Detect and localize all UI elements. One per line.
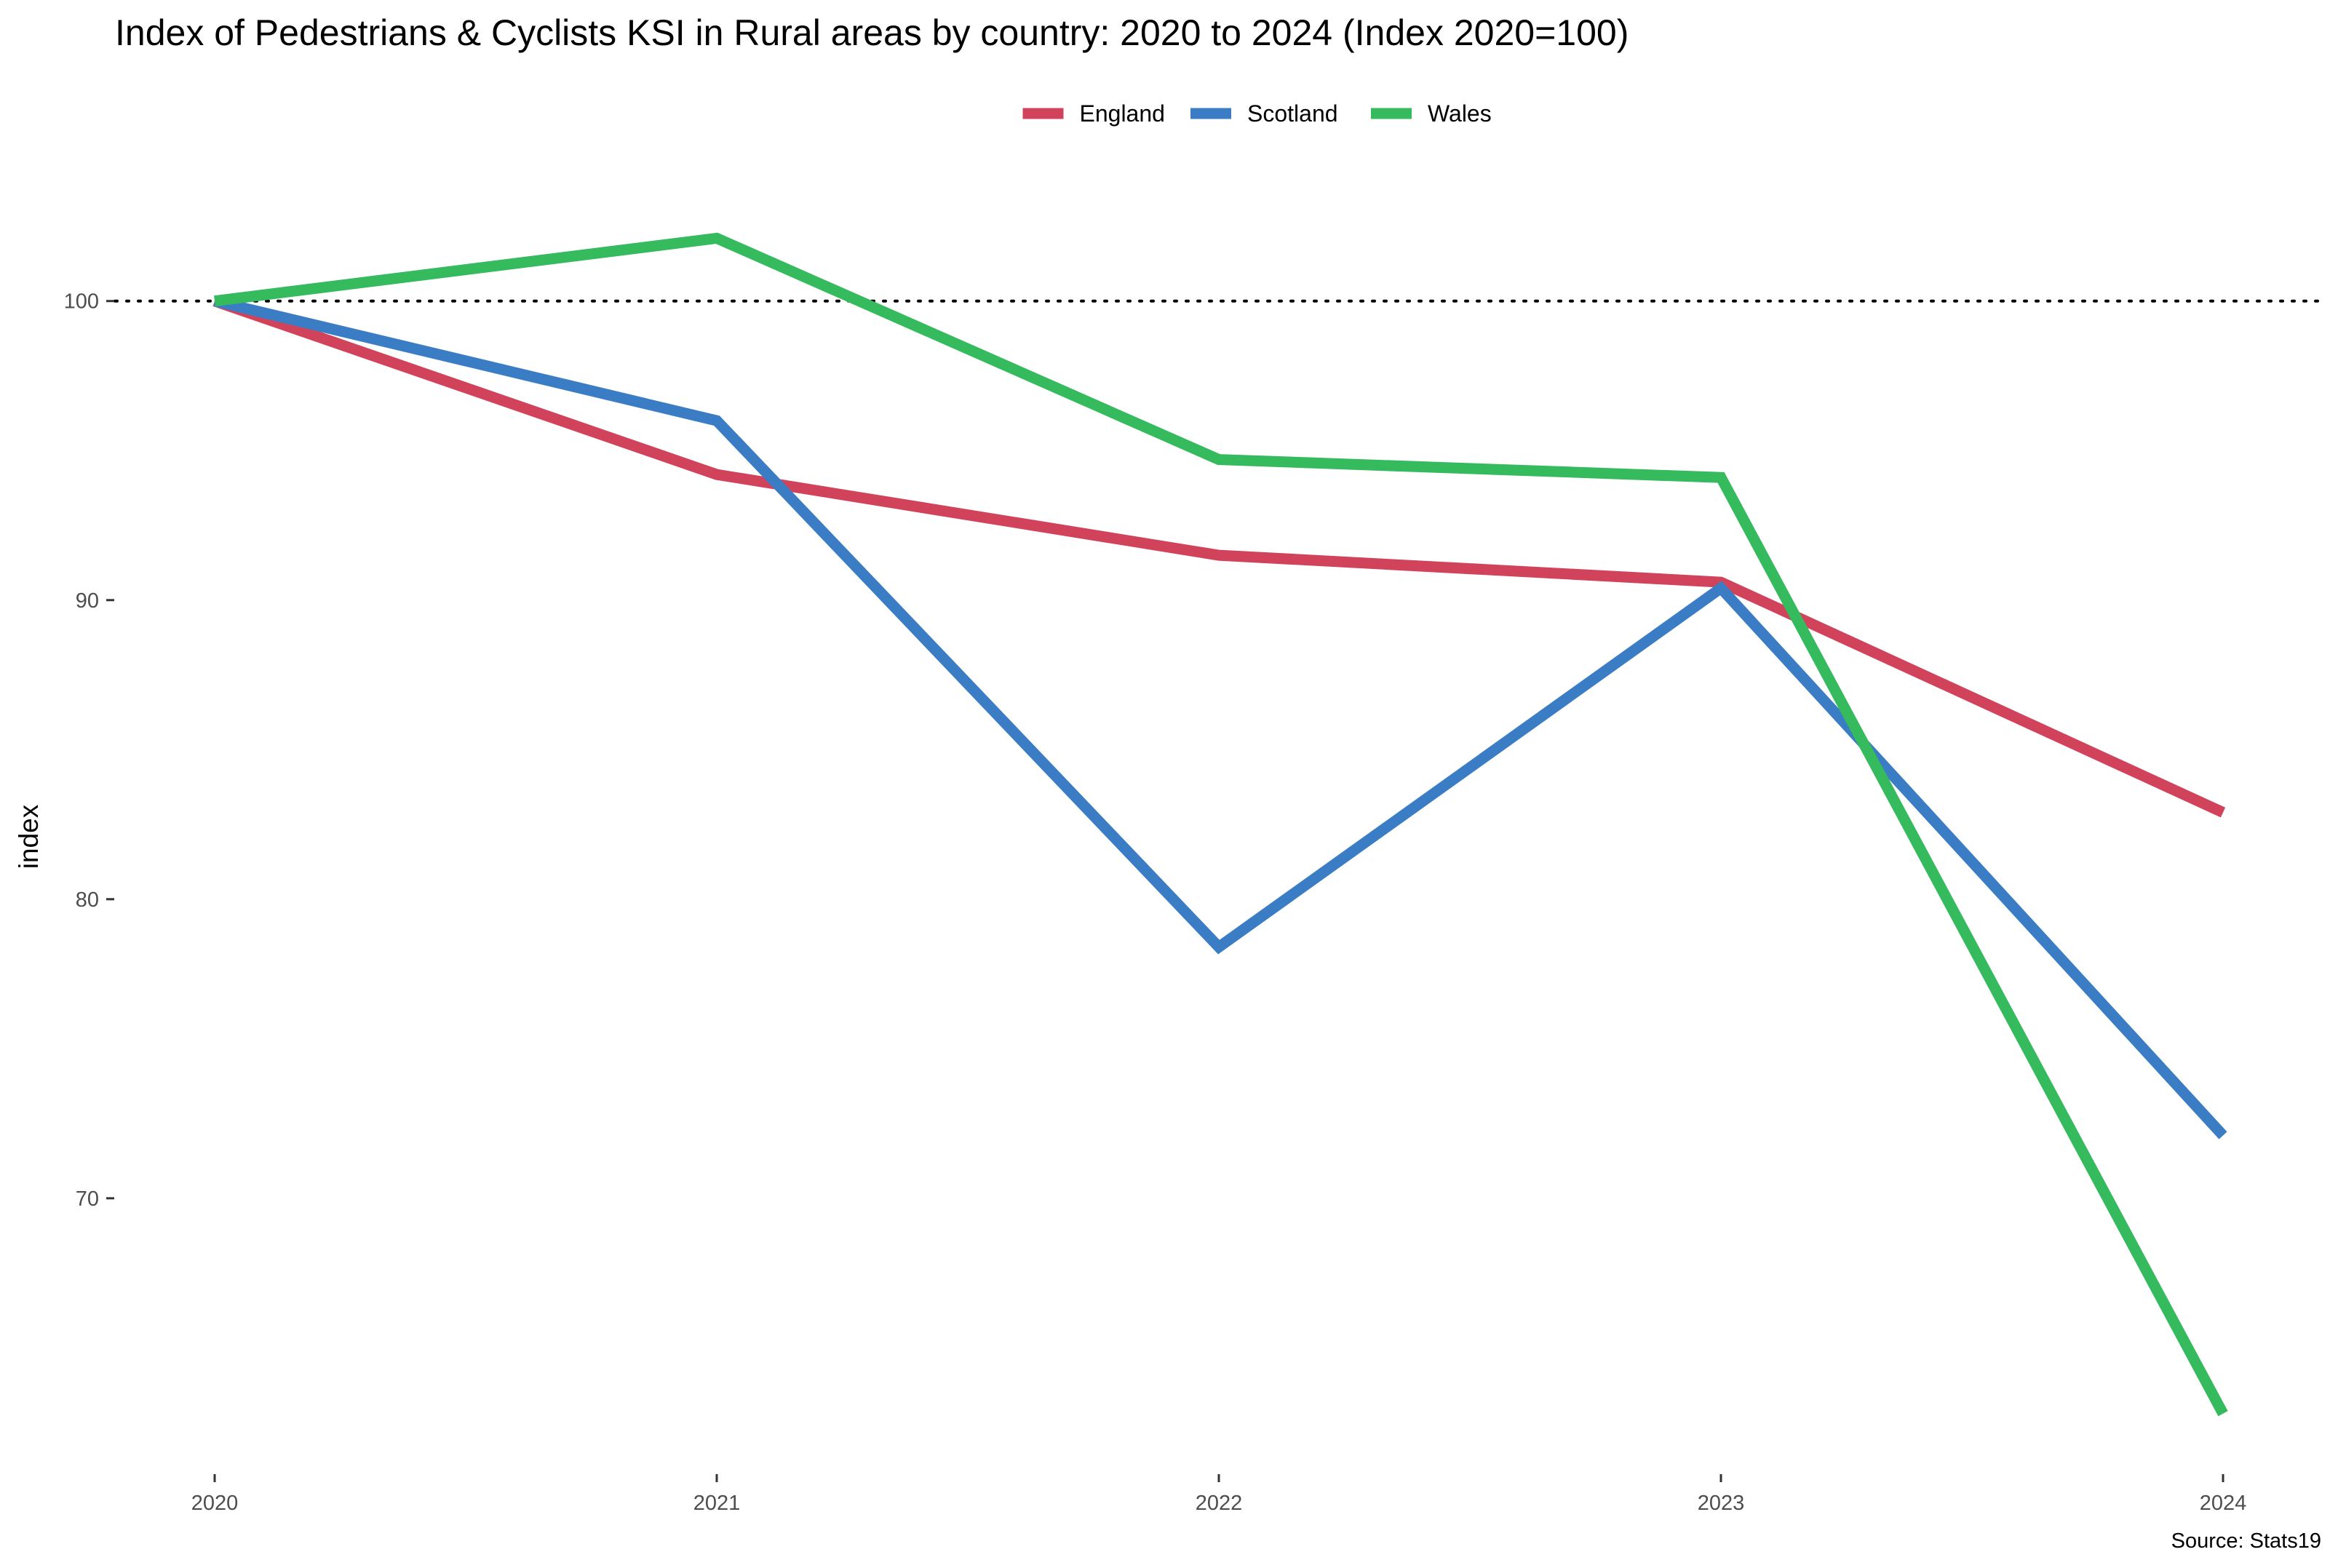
legend-item-scotland: Scotland xyxy=(1190,100,1338,127)
x-tick-label: 2021 xyxy=(693,1492,741,1515)
source-caption: Source: Stats19 xyxy=(2171,1529,2321,1553)
x-tick-label: 2023 xyxy=(1698,1492,1745,1515)
y-tick-label: 80 xyxy=(76,888,99,912)
legend-label: Scotland xyxy=(1247,100,1338,127)
legend-label: England xyxy=(1080,100,1165,127)
x-tick-label: 2022 xyxy=(1196,1492,1243,1515)
legend-item-england: England xyxy=(1022,100,1165,127)
y-axis-title: index xyxy=(14,804,44,869)
y-tick-label: 70 xyxy=(76,1187,99,1211)
legend-label: Wales xyxy=(1428,100,1492,127)
series-line-wales xyxy=(214,232,2228,1417)
legend: England Scotland Wales xyxy=(1022,100,1492,127)
x-tick-label: 2024 xyxy=(2200,1492,2247,1515)
chart-title: Index of Pedestrians & Cyclists KSI in R… xyxy=(115,12,1629,53)
x-tick-label: 2020 xyxy=(191,1492,239,1515)
series-layer xyxy=(212,232,2228,1417)
y-tick-label: 100 xyxy=(64,290,99,314)
y-tick-label: 90 xyxy=(76,589,99,613)
y-axis: 70 80 90 100 xyxy=(64,290,114,1211)
x-axis: 2020 2021 2022 2023 2024 xyxy=(191,1474,2247,1515)
series-line-england xyxy=(212,295,2226,818)
series-line-scotland xyxy=(213,295,2227,1139)
legend-item-wales: Wales xyxy=(1371,100,1492,127)
